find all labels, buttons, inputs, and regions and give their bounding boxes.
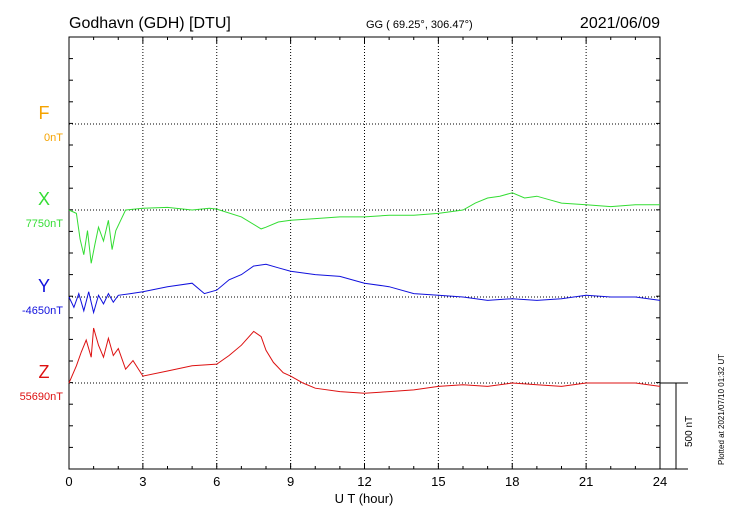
series-name-X: X [38,189,50,209]
x-tick-label-5: 15 [431,474,445,489]
series-baseline-Z: 55690nT [20,391,64,403]
trace-Y [68,263,661,315]
chart-date: 2021/06/09 [580,15,660,32]
plot-grid [69,37,660,469]
x-axis-ticks: 0 3 6 9 12 15 18 21 24 [65,37,667,489]
x-tick-label-6: 18 [505,474,519,489]
x-tick-label-3: 9 [287,474,294,489]
plotted-timestamp: Plotted at 2021/07/10 01:32 UT [717,354,726,465]
x-tick-label-1: 3 [139,474,146,489]
x-tick-label-7: 21 [579,474,593,489]
trace-Z [68,327,661,394]
station-coords: GG ( 69.25°, 306.47°) [366,19,473,31]
x-axis-label: U T (hour) [335,491,394,506]
series-labels: F 0nT X 7750nT Y -4650nT Z 55690nT [20,103,64,403]
scale-bar: 500 nT [660,382,695,470]
station-title: Godhavn (GDH) [DTU] [69,15,231,32]
trace-X [68,192,660,264]
series-name-Z: Z [39,362,50,382]
x-tick-label-8: 24 [653,474,667,489]
series-baseline-Y: -4650nT [22,305,63,317]
series-baseline-X: 7750nT [26,218,64,230]
scale-bar-label: 500 nT [684,416,695,447]
series-name-Y: Y [38,276,50,296]
x-tick-label-4: 12 [357,474,371,489]
x-tick-label-0: 0 [65,474,72,489]
x-tick-label-2: 6 [213,474,220,489]
series-traces [68,192,661,394]
series-name-F: F [39,103,50,123]
series-baseline-F: 0nT [44,132,63,144]
